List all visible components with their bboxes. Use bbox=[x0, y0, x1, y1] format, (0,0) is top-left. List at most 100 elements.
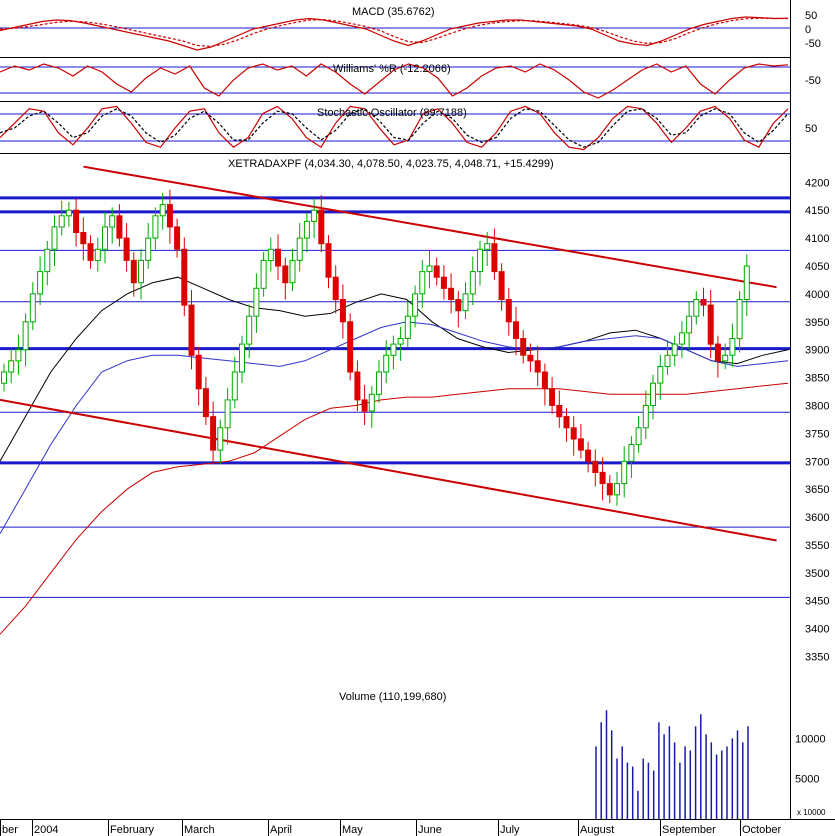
trend-line bbox=[0, 398, 777, 542]
candle-up bbox=[736, 299, 743, 340]
candle-down bbox=[491, 243, 498, 273]
price-tick-label: 3500 bbox=[805, 568, 829, 580]
candle-down bbox=[188, 304, 195, 356]
candle-down bbox=[549, 388, 556, 406]
candle-up bbox=[650, 382, 656, 407]
macd-tick-label: -50 bbox=[805, 38, 821, 50]
volume-tick-label: 10000 bbox=[795, 733, 826, 745]
candle-down bbox=[116, 215, 123, 239]
candle-down bbox=[73, 209, 80, 233]
candle-up bbox=[8, 360, 15, 373]
price-tick-label: 3700 bbox=[805, 456, 829, 468]
candle-down bbox=[347, 321, 354, 373]
candle-down bbox=[541, 371, 548, 390]
candle-up bbox=[376, 371, 382, 395]
candle-up bbox=[145, 237, 152, 261]
candle-down bbox=[556, 405, 563, 418]
trend-line bbox=[83, 165, 777, 289]
candle-up bbox=[412, 293, 419, 317]
candle-up bbox=[303, 220, 310, 239]
candle-down bbox=[513, 321, 519, 339]
candle-up bbox=[469, 271, 476, 295]
x-tick-label: 2004 bbox=[34, 824, 58, 836]
candle-up bbox=[296, 237, 303, 261]
candle-down bbox=[455, 299, 462, 312]
volume-tick-label: 5000 bbox=[795, 774, 819, 786]
candle-down bbox=[585, 449, 592, 462]
candle-up bbox=[621, 460, 628, 485]
candle-down bbox=[87, 243, 94, 261]
stochastic-panel: 50 bbox=[0, 105, 817, 151]
candle-up bbox=[678, 332, 685, 345]
price-tick-label: 3350 bbox=[805, 652, 829, 664]
candle-up bbox=[51, 226, 58, 250]
candle-up bbox=[15, 349, 22, 362]
candle-down bbox=[332, 276, 339, 301]
volume-title: Volume (110,199,680) bbox=[339, 691, 446, 703]
candle-down bbox=[700, 299, 707, 306]
price-tick-label: 3750 bbox=[805, 428, 829, 440]
candle-down bbox=[325, 243, 332, 278]
x-tick-label: August bbox=[580, 824, 614, 836]
x-tick-label: March bbox=[184, 824, 215, 836]
candle-up bbox=[239, 343, 245, 373]
price-tick-label: 4200 bbox=[805, 177, 829, 189]
candle-up bbox=[614, 483, 620, 496]
candle-up bbox=[693, 299, 700, 317]
candle-up bbox=[368, 393, 375, 412]
candle-up bbox=[109, 215, 116, 228]
candle-down bbox=[534, 360, 541, 373]
price-tick-label: 4150 bbox=[805, 205, 829, 217]
candle-down bbox=[448, 287, 455, 300]
candle-down bbox=[440, 276, 447, 289]
candle-up bbox=[671, 343, 678, 356]
price-tick-label: 4000 bbox=[805, 289, 829, 301]
stochastic-series-line bbox=[0, 108, 789, 148]
williams-tick-label: -50 bbox=[805, 75, 821, 87]
candle-up bbox=[419, 271, 426, 295]
volume-unit-label: x 10000 bbox=[797, 808, 826, 817]
candle-up bbox=[311, 209, 318, 222]
williams-r-panel: -50 bbox=[0, 63, 821, 99]
candle-up bbox=[729, 338, 736, 356]
williams-series-line bbox=[0, 63, 789, 99]
price-tick-label: 3450 bbox=[805, 596, 829, 608]
macd-panel: 50 0 -50 bbox=[0, 10, 821, 51]
candle-up bbox=[267, 248, 274, 262]
candle-down bbox=[592, 460, 599, 473]
x-tick-label: June bbox=[418, 824, 442, 836]
moving-average-line bbox=[0, 321, 789, 535]
candle-down bbox=[80, 232, 87, 245]
candle-up bbox=[231, 371, 238, 401]
price-tick-label: 3950 bbox=[805, 317, 829, 329]
candle-down bbox=[181, 248, 188, 306]
macd-series-line bbox=[0, 17, 788, 48]
candle-up bbox=[628, 444, 635, 462]
candle-up bbox=[635, 427, 642, 445]
candle-up bbox=[686, 315, 693, 334]
candle-down bbox=[174, 226, 181, 250]
candle-up bbox=[44, 248, 51, 273]
price-tick-label: 4050 bbox=[805, 261, 829, 273]
candle-down bbox=[520, 338, 527, 356]
price-title: XETRADAXPF (4,034.30, 4,078.50, 4,023.75… bbox=[228, 158, 554, 170]
price-panel: 4200 4150 4100 4050 4000 3950 3900 3850 3800 3750… bbox=[0, 165, 829, 664]
candle-up bbox=[58, 215, 65, 228]
price-tick-label: 3800 bbox=[805, 401, 829, 413]
candle-down bbox=[354, 371, 361, 401]
candle-up bbox=[159, 204, 166, 217]
candle-down bbox=[527, 354, 534, 362]
candle-down bbox=[195, 354, 202, 390]
stochastic-title: Stochastic Oscillator (89.7188) bbox=[317, 107, 467, 119]
x-axis: ber 2004 February March April May June July Augu… bbox=[0, 819, 781, 836]
candle-up bbox=[253, 287, 260, 317]
stochastic-series-line bbox=[0, 105, 789, 151]
candle-up bbox=[152, 215, 159, 239]
candle-up bbox=[397, 338, 404, 345]
candle-down bbox=[123, 237, 130, 261]
stochastic-tick-label: 50 bbox=[805, 123, 817, 135]
x-tick-label: ber bbox=[2, 824, 18, 836]
macd-tick-label: 0 bbox=[805, 24, 811, 36]
